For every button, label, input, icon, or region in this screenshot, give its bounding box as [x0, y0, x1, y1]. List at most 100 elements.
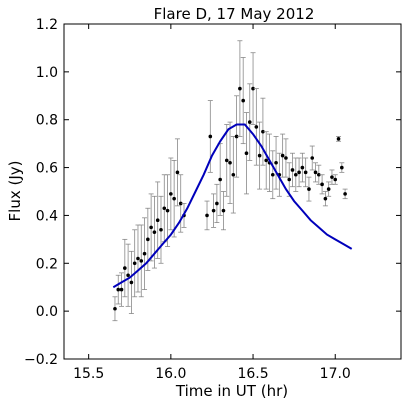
data-point [296, 157, 302, 188]
point-marker [208, 134, 213, 139]
data-point [211, 193, 217, 228]
data-point [276, 152, 282, 197]
point-marker [205, 213, 209, 218]
data-point [263, 131, 269, 190]
point-marker [155, 218, 160, 223]
y-tick-label: 0.8 [36, 113, 58, 129]
data-point [240, 57, 246, 145]
y-tick-label: 0.2 [36, 256, 58, 272]
data-point [227, 121, 233, 204]
y-tick-label: −0.2 [24, 352, 58, 368]
data-point [204, 200, 210, 231]
tick-layer: 15.5 16.0 16.5 17.0 −0.2 0.0 0.2 0.4 0.6 0.8 1.0 1.… [24, 17, 401, 382]
point-marker [159, 227, 163, 232]
data-point [306, 176, 312, 202]
data-point [217, 143, 223, 216]
data-point [115, 274, 121, 305]
data-point [253, 88, 259, 166]
point-marker [132, 261, 137, 266]
data-point [313, 162, 319, 183]
point-marker [340, 165, 344, 170]
point-marker [251, 86, 255, 91]
point-marker [215, 201, 219, 206]
point-marker [323, 196, 328, 201]
data-point [148, 193, 154, 262]
data-point [293, 157, 299, 192]
data-point [128, 250, 134, 314]
data-point [135, 224, 141, 293]
point-marker [231, 172, 236, 177]
y-tick-label: 0.4 [36, 208, 58, 224]
point-marker [274, 160, 278, 165]
y-tick-label: 1.0 [36, 65, 58, 81]
data-point [151, 195, 157, 269]
data-point [319, 174, 325, 195]
point-marker [169, 192, 173, 196]
point-marker [146, 237, 150, 242]
data-point [237, 40, 243, 137]
data-point [125, 243, 131, 307]
y-tick-label: 1.2 [36, 17, 58, 33]
data-point [299, 152, 305, 183]
data-point [161, 174, 167, 243]
data-point [339, 162, 345, 173]
data-point [155, 181, 161, 259]
data-point [316, 164, 322, 185]
data-point [214, 183, 220, 224]
data-point [342, 188, 348, 200]
point-marker [116, 287, 121, 292]
point-marker [310, 156, 315, 160]
point-marker [123, 266, 127, 270]
point-marker [162, 206, 167, 211]
point-marker [244, 151, 249, 156]
data-point [174, 138, 180, 207]
data-point [171, 159, 177, 238]
point-marker [270, 172, 275, 177]
point-marker [165, 208, 170, 213]
point-marker [261, 129, 265, 134]
x-tick-label: 17.0 [320, 366, 351, 382]
point-marker [257, 153, 262, 158]
point-marker [139, 259, 144, 263]
point-marker [221, 208, 226, 213]
data-point [280, 133, 286, 178]
data-point [309, 145, 315, 171]
point-marker [336, 137, 341, 141]
data-point [220, 191, 226, 231]
data-point [290, 152, 296, 188]
data-point [283, 138, 289, 178]
point-marker [142, 251, 147, 256]
point-marker [178, 201, 183, 206]
point-marker [313, 170, 318, 175]
data-point [247, 83, 253, 161]
data-point [165, 174, 171, 247]
point-marker [113, 306, 117, 311]
point-marker [119, 287, 124, 292]
data-point [260, 97, 266, 166]
chart-title: Flare D, 17 May 2012 [154, 5, 315, 23]
point-marker [300, 165, 305, 170]
data-point [303, 157, 309, 188]
data-point [273, 136, 279, 190]
model-curve [112, 123, 353, 289]
point-marker [290, 168, 295, 172]
point-marker [136, 256, 140, 261]
y-axis-label: Flux (Jy) [6, 161, 24, 222]
point-marker [330, 175, 334, 179]
data-point [142, 217, 148, 291]
point-marker [126, 273, 130, 278]
data-point [119, 272, 125, 307]
data-point [122, 238, 128, 298]
point-marker [254, 125, 259, 129]
point-marker [218, 177, 222, 182]
data-point [257, 121, 263, 190]
point-marker [297, 170, 301, 175]
data-point [112, 296, 118, 322]
point-marker [326, 187, 331, 191]
point-marker [343, 192, 347, 196]
data-layer [112, 40, 353, 322]
data-point [336, 136, 342, 142]
point-marker [152, 230, 157, 234]
point-marker [293, 172, 298, 177]
data-point [158, 195, 164, 264]
